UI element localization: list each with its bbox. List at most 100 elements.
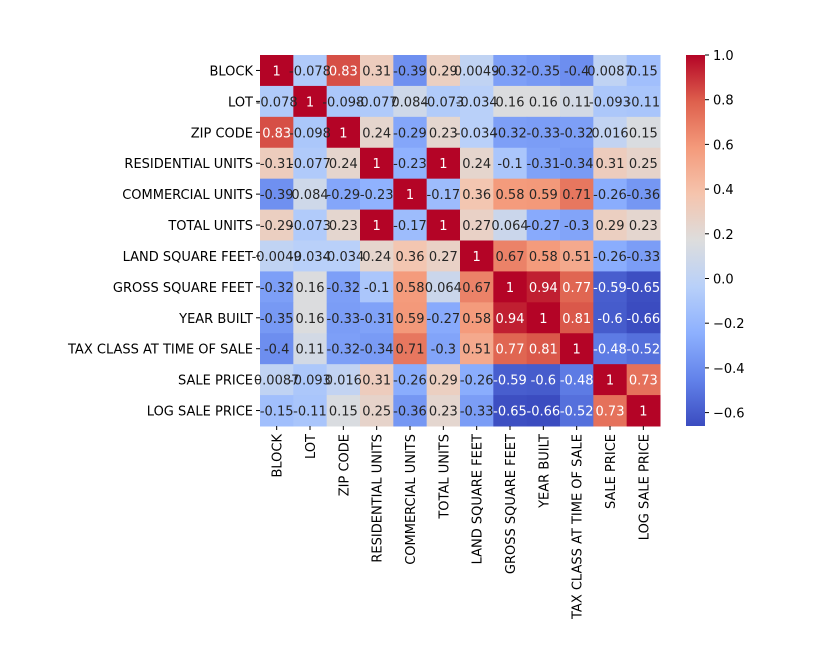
cell-annotation: 1 — [639, 405, 647, 420]
heatmap-cell — [626, 178, 661, 211]
cell-annotation: -0.32 — [493, 126, 527, 141]
heatmap-cell — [526, 364, 561, 396]
cell-annotation: 0.16 — [496, 95, 525, 110]
heatmap-cell — [493, 333, 528, 365]
colorbar-tick-label: −0.2 — [713, 317, 745, 332]
cell-annotation: 0.16 — [529, 95, 558, 110]
heatmap-cell — [393, 271, 428, 303]
heatmap-cell — [426, 178, 461, 211]
cell-annotation: 0.67 — [462, 281, 491, 296]
cell-annotation: 0.71 — [396, 343, 425, 358]
cell-annotation: -0.0049 — [252, 250, 302, 265]
cell-annotation: -0.33 — [527, 126, 561, 141]
heatmap-cell — [326, 364, 361, 396]
y-tick-label: LAND SQUARE FEET — [123, 250, 253, 265]
cell-annotation: -0.078 — [256, 95, 298, 110]
cell-annotation: -0.4 — [564, 64, 589, 79]
heatmap-cell — [526, 395, 561, 427]
heatmap-cell — [326, 85, 361, 118]
cell-annotation: 0.77 — [562, 281, 591, 296]
heatmap-cell — [526, 333, 561, 365]
heatmap-cell — [360, 364, 394, 396]
heatmap-cell — [260, 178, 294, 211]
heatmap-cell — [560, 178, 594, 211]
heatmap-cell — [460, 364, 494, 396]
x-tick-label: TOTAL UNITS — [437, 434, 452, 520]
heatmap-cell — [560, 85, 594, 118]
cell-annotation: 0.27 — [462, 219, 491, 234]
colorbar-tick-label: −0.6 — [713, 407, 745, 422]
cell-annotation: 0.11 — [296, 343, 325, 358]
x-tick-label: YEAR BUILT — [537, 434, 552, 509]
heatmap-cell — [260, 395, 294, 427]
cell-annotation: -0.27 — [427, 312, 461, 327]
cell-annotation: 0.0087 — [254, 374, 300, 389]
cell-annotation: -0.66 — [627, 312, 661, 327]
cell-annotation: 0.36 — [396, 250, 425, 265]
cell-annotation: -0.034 — [456, 126, 498, 141]
x-tick-label: LOG SALE PRICE — [637, 434, 652, 540]
heatmap-cell — [493, 147, 528, 180]
cell-annotation: -0.35 — [527, 64, 561, 79]
cell-annotation: 0.23 — [629, 219, 658, 234]
heatmap-cell — [460, 240, 494, 272]
x-tick-label: GROSS SQUARE FEET — [504, 434, 519, 574]
cell-annotation: -0.11 — [293, 405, 327, 420]
y-tick-label: COMMERCIAL UNITS — [122, 188, 253, 203]
cell-annotation: -0.35 — [260, 312, 294, 327]
cell-annotation: -0.33 — [327, 312, 361, 327]
cell-annotation: -0.59 — [593, 281, 627, 296]
cell-annotation: 0.23 — [329, 219, 358, 234]
heatmap-cell — [260, 116, 294, 149]
cell-annotation: -0.52 — [560, 405, 594, 420]
heatmap-cell — [460, 116, 494, 149]
cell-annotation: 0.0087 — [587, 64, 633, 79]
heatmap-cell — [326, 178, 361, 211]
cell-annotation: 0.51 — [462, 343, 491, 358]
cell-annotation: -0.23 — [393, 157, 427, 172]
heatmap-cell — [460, 333, 494, 365]
y-axis: BLOCK LOT ZIP CODE RESIDENTIAL UNITS COMMERC… — [67, 64, 260, 420]
heatmap-cell — [593, 209, 628, 241]
heatmap-cell — [326, 209, 361, 241]
cell-annotation: -0.33 — [460, 405, 494, 420]
cell-annotation: 1 — [373, 219, 381, 234]
cell-annotation: 0.16 — [296, 312, 325, 327]
colorbar-tick-label: 1.0 — [713, 49, 734, 64]
heatmap-cell — [526, 209, 561, 241]
cell-annotation: 0.58 — [396, 281, 425, 296]
heatmap-cell — [626, 333, 661, 365]
cell-annotation: -0.39 — [393, 64, 427, 79]
heatmap-cell — [626, 395, 661, 427]
cell-annotation: 1 — [573, 343, 581, 358]
heatmap-cell — [426, 85, 461, 118]
colorbar-tick-label: 0.0 — [713, 272, 734, 287]
cell-annotation: -0.034 — [322, 250, 364, 265]
heatmap-cell — [260, 240, 294, 272]
heatmap-cell — [593, 395, 628, 427]
heatmap-cell — [426, 333, 461, 365]
cell-annotation: -0.15 — [260, 405, 294, 420]
x-axis: BLOCK LOT ZIP CODE RESIDENTIAL UNITS COMMERC… — [271, 426, 652, 620]
heatmap-cell — [626, 85, 661, 118]
cell-annotation: 0.94 — [529, 281, 558, 296]
cell-annotation: 0.16 — [296, 281, 325, 296]
heatmap-cell — [260, 271, 294, 303]
heatmap-cell — [493, 85, 528, 118]
cell-annotation: -0.1 — [497, 157, 522, 172]
cell-annotation: -0.31 — [260, 157, 294, 172]
x-tick-label: TAX CLASS AT TIME OF SALE — [571, 434, 586, 620]
y-tick-label: LOG SALE PRICE — [147, 405, 253, 420]
cell-annotation: 1 — [473, 250, 481, 265]
cell-annotation: -0.33 — [627, 250, 661, 265]
heatmap-cell — [560, 209, 594, 241]
heatmap-cell — [426, 147, 461, 180]
heatmap-cell — [460, 209, 494, 241]
heatmap-cell — [493, 271, 528, 303]
heatmap-cell — [393, 147, 428, 180]
cell-annotation: 0.67 — [496, 250, 525, 265]
cell-annotation: -0.1 — [364, 281, 389, 296]
cell-annotation: 0.31 — [596, 157, 625, 172]
heatmap-cell — [593, 271, 628, 303]
